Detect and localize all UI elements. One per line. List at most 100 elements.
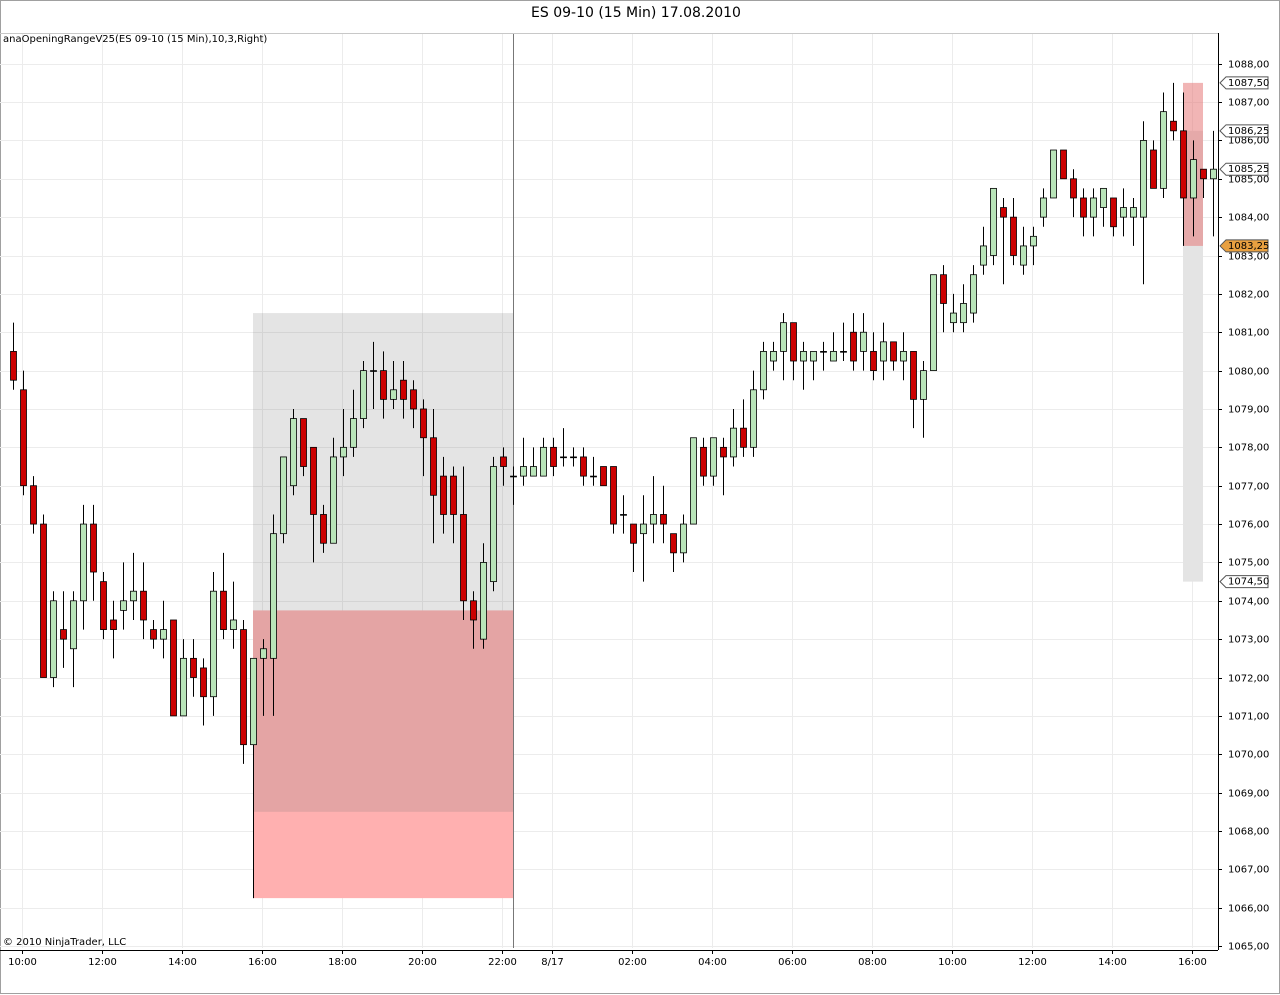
candle-body bbox=[190, 657, 197, 678]
x-tick-label: 8/17 bbox=[541, 957, 563, 968]
candle-body bbox=[1170, 120, 1177, 132]
candle-body bbox=[660, 514, 667, 525]
candle-body bbox=[710, 437, 717, 477]
x-tick-label: 10:00 bbox=[938, 957, 967, 968]
y-tick-label: 1068,00 bbox=[1228, 827, 1269, 838]
y-tick-label: 1085,00 bbox=[1228, 175, 1269, 186]
candle-body bbox=[60, 629, 67, 640]
y-tick-label: 1079,00 bbox=[1228, 405, 1269, 416]
candle-body bbox=[160, 629, 167, 640]
candle-body bbox=[590, 475, 597, 478]
candle-body bbox=[290, 418, 297, 487]
x-tick-label: 02:00 bbox=[618, 957, 647, 968]
x-tick-label: 12:00 bbox=[1018, 957, 1047, 968]
candle-body bbox=[570, 456, 577, 459]
candle-body bbox=[130, 590, 137, 602]
candle-body bbox=[120, 600, 127, 611]
candle-body bbox=[1070, 178, 1077, 199]
candle-body bbox=[1110, 197, 1117, 228]
candle-body bbox=[1020, 245, 1027, 266]
candle-body bbox=[1000, 207, 1007, 218]
candle-body bbox=[990, 187, 997, 256]
x-tick-label: 14:00 bbox=[168, 957, 197, 968]
candle-body bbox=[270, 533, 277, 659]
candle-body bbox=[10, 351, 17, 381]
price-marker bbox=[1219, 575, 1269, 589]
y-tick-label: 1065,00 bbox=[1228, 942, 1269, 953]
x-tick-label: 16:00 bbox=[1178, 957, 1207, 968]
candle-body bbox=[330, 456, 337, 544]
candle-body bbox=[730, 427, 737, 458]
candle-body bbox=[340, 446, 347, 458]
candle-body bbox=[180, 657, 187, 717]
candle-body bbox=[620, 514, 627, 516]
candle-body bbox=[830, 351, 837, 362]
candle-body bbox=[700, 446, 707, 477]
candle-body bbox=[300, 418, 307, 467]
candle-body bbox=[560, 456, 567, 459]
candle-body bbox=[1010, 216, 1017, 256]
y-tick-label: 1078,00 bbox=[1228, 443, 1269, 454]
candle-body bbox=[780, 322, 787, 352]
candle-body bbox=[770, 351, 777, 362]
candle-body bbox=[600, 466, 607, 487]
candle-body bbox=[430, 437, 437, 496]
candle-body bbox=[280, 456, 287, 535]
x-tick-label: 04:00 bbox=[698, 957, 727, 968]
candle-body bbox=[420, 408, 427, 439]
candle-body bbox=[520, 466, 527, 477]
candle-body bbox=[1060, 149, 1067, 180]
candle-body bbox=[140, 590, 147, 621]
candle-body bbox=[210, 590, 217, 698]
candle-body bbox=[860, 331, 867, 352]
candle-body bbox=[820, 351, 827, 353]
candle-body bbox=[1030, 235, 1037, 247]
opening-range-zone bbox=[253, 610, 513, 899]
candle-body bbox=[70, 600, 77, 650]
candle-body bbox=[20, 389, 27, 487]
candle-body bbox=[750, 389, 757, 448]
price-marker-label: 1087,50 bbox=[1228, 78, 1269, 89]
candle-body bbox=[490, 466, 497, 583]
y-tick-label: 1082,00 bbox=[1228, 290, 1269, 301]
price-marker bbox=[1219, 239, 1269, 253]
grid bbox=[0, 33, 1218, 948]
candle-body bbox=[110, 619, 117, 630]
candle-body bbox=[500, 456, 507, 467]
candle-body bbox=[460, 514, 467, 602]
y-tick-label: 1088,00 bbox=[1228, 60, 1269, 71]
price-marker-label: 1083,25 bbox=[1228, 241, 1269, 252]
candle-body bbox=[910, 351, 917, 400]
price-marker bbox=[1219, 124, 1269, 138]
price-marker bbox=[1219, 162, 1269, 176]
candle-body bbox=[840, 351, 847, 353]
x-tick-label: 10:00 bbox=[8, 957, 37, 968]
candle-body bbox=[790, 322, 797, 362]
candles bbox=[10, 82, 1217, 899]
candle-body bbox=[690, 437, 697, 525]
candle-body bbox=[1190, 159, 1197, 199]
chart-title: ES 09-10 (15 Min) 17.08.2010 bbox=[531, 5, 741, 21]
y-tick-label: 1074,00 bbox=[1228, 597, 1269, 608]
candle-body bbox=[90, 523, 97, 573]
candle-body bbox=[1210, 168, 1217, 180]
candle-body bbox=[470, 600, 477, 621]
candle-body bbox=[1200, 168, 1207, 180]
price-marker-label: 1074,50 bbox=[1228, 577, 1269, 588]
indicator-label: anaOpeningRangeV25(ES 09-10 (15 Min),10,… bbox=[3, 34, 267, 45]
candle-body bbox=[80, 523, 87, 602]
candle-body bbox=[930, 274, 937, 372]
candle-body bbox=[260, 648, 267, 659]
candle-body bbox=[540, 446, 547, 477]
candle-body bbox=[580, 456, 587, 477]
candle-body bbox=[310, 446, 317, 515]
candle-body bbox=[960, 303, 967, 324]
x-tick-label: 22:00 bbox=[488, 957, 517, 968]
candle-body bbox=[350, 418, 357, 448]
y-tick-label: 1086,00 bbox=[1228, 136, 1269, 147]
y-tick-label: 1067,00 bbox=[1228, 865, 1269, 876]
candle-body bbox=[1090, 197, 1097, 218]
candle-body bbox=[220, 590, 227, 630]
x-tick-label: 16:00 bbox=[248, 957, 277, 968]
